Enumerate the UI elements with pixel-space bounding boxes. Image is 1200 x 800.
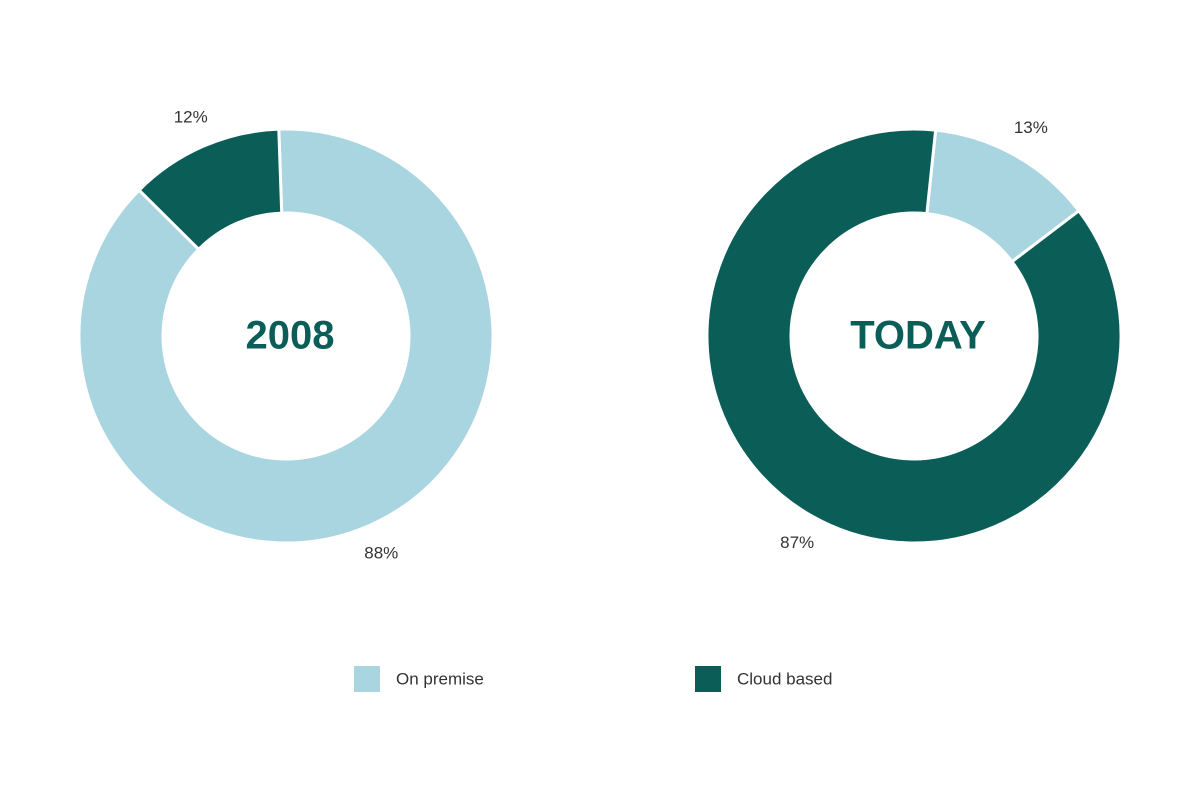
- value-label: 87%: [780, 533, 814, 552]
- legend-label: Cloud based: [737, 669, 832, 688]
- value-label: 88%: [364, 544, 398, 563]
- legend-swatch: [354, 666, 380, 692]
- legend-swatch: [695, 666, 721, 692]
- donut-segment: [705, 127, 1123, 545]
- donut-segment: [77, 127, 495, 545]
- donut-segment: [136, 127, 284, 252]
- legend-label: On premise: [396, 669, 484, 688]
- center-title: TODAY: [850, 314, 986, 358]
- value-label: 13%: [1014, 118, 1048, 137]
- value-label: 12%: [174, 107, 208, 126]
- center-title: 2008: [246, 314, 335, 358]
